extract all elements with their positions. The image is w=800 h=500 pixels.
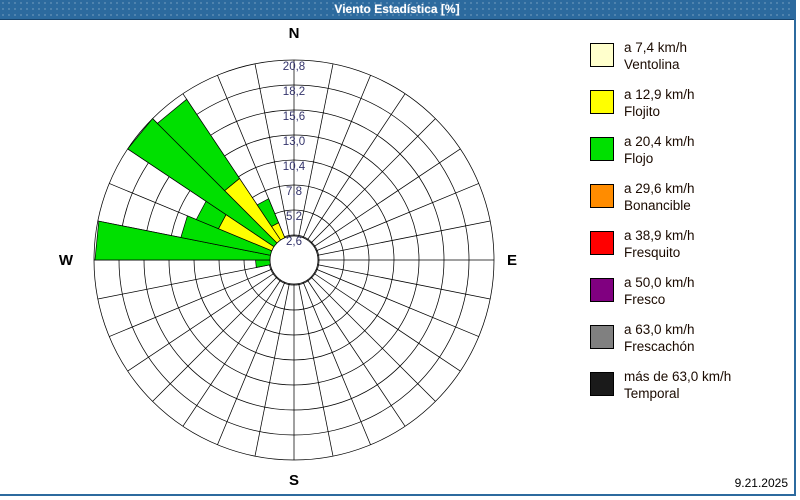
svg-text:10,4: 10,4 bbox=[283, 161, 306, 173]
svg-text:N: N bbox=[289, 25, 300, 42]
svg-text:E: E bbox=[507, 252, 517, 269]
svg-text:7,8: 7,8 bbox=[286, 186, 302, 198]
svg-text:5,2: 5,2 bbox=[286, 211, 302, 223]
svg-text:13,0: 13,0 bbox=[283, 136, 305, 148]
svg-text:2,6: 2,6 bbox=[286, 236, 302, 248]
svg-text:S: S bbox=[289, 472, 299, 489]
svg-text:W: W bbox=[59, 252, 74, 269]
svg-text:18,2: 18,2 bbox=[283, 86, 305, 98]
svg-text:15,6: 15,6 bbox=[283, 111, 305, 123]
svg-text:20,8: 20,8 bbox=[283, 61, 305, 73]
